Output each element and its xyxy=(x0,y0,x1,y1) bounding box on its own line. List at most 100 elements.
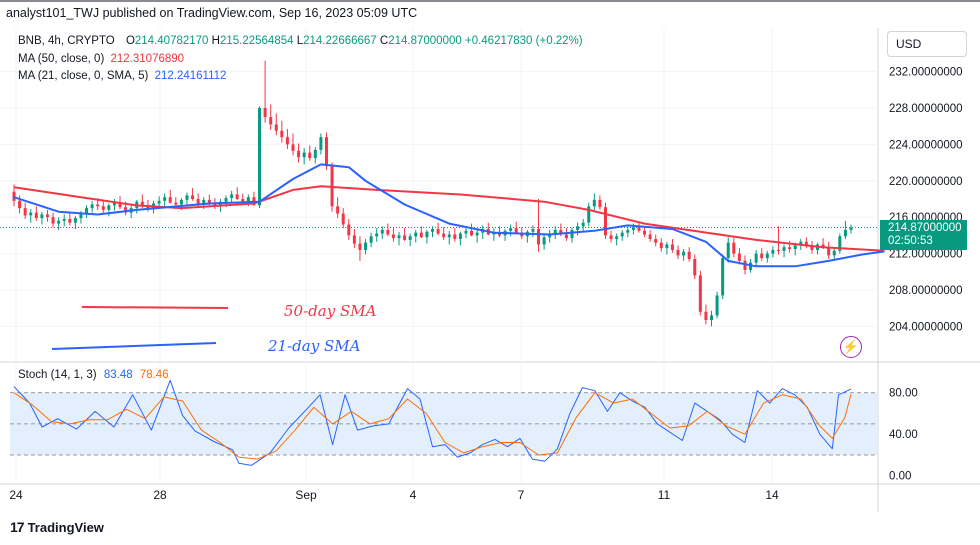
candle-body xyxy=(442,233,446,238)
candle xyxy=(670,239,674,253)
candle xyxy=(364,239,368,255)
candle-body xyxy=(291,144,295,151)
candle xyxy=(230,190,234,203)
candle-body xyxy=(62,219,66,221)
candle-body xyxy=(207,199,211,203)
candle-body xyxy=(375,233,379,237)
price-tick-label: 220.00000000 xyxy=(889,176,963,188)
candle-body xyxy=(475,232,479,236)
candle xyxy=(274,113,278,136)
candle-body xyxy=(676,249,680,256)
candle-body xyxy=(581,222,585,227)
candle xyxy=(391,228,395,242)
ma21-legend: MA (21, close, 0, SMA, 5) 212.24161112 xyxy=(18,70,226,82)
last-price-value: 214.87000000 xyxy=(888,222,962,234)
candle-body xyxy=(352,235,356,244)
candle xyxy=(771,246,775,258)
candle xyxy=(470,223,474,237)
candle xyxy=(191,188,195,201)
candle xyxy=(68,213,72,226)
candle xyxy=(341,208,345,229)
candle xyxy=(553,226,557,240)
candle xyxy=(843,220,847,240)
close-label: C xyxy=(379,35,389,47)
candle-body xyxy=(386,229,390,235)
tradingview-logo[interactable]: 17 TradingView xyxy=(10,519,104,535)
ma21-value: 212.24161112 xyxy=(154,70,227,82)
open-value: 214.40782170 xyxy=(134,35,209,47)
candle xyxy=(509,224,513,237)
candle xyxy=(542,234,546,250)
candle-body xyxy=(425,231,429,238)
candle-body xyxy=(771,249,775,254)
candle xyxy=(436,222,440,236)
time-tick-label: 28 xyxy=(153,488,167,502)
candle xyxy=(23,202,27,220)
candle-body xyxy=(419,232,423,238)
candle-body xyxy=(749,262,753,270)
close-value: 214.87000000 xyxy=(388,35,462,47)
ma50-line xyxy=(13,185,885,252)
candle xyxy=(537,199,541,252)
candle-body xyxy=(732,242,736,254)
candle-body xyxy=(246,197,250,202)
candle xyxy=(386,223,390,237)
price-tick-label: 232.00000000 xyxy=(889,67,963,79)
candle xyxy=(732,236,736,258)
candle-body xyxy=(592,199,596,207)
candle-body xyxy=(832,250,836,256)
candle-body xyxy=(403,235,407,240)
candle-body xyxy=(324,137,328,167)
stoch-k-value: 83.48 xyxy=(103,369,133,381)
candle xyxy=(615,233,619,246)
candle-body xyxy=(191,195,195,199)
sma21-annotation: 21-day SMA xyxy=(268,337,361,355)
candle-body xyxy=(397,235,401,239)
candle-body xyxy=(341,213,345,225)
lightning-icon[interactable]: ⚡ xyxy=(840,336,862,358)
candle-body xyxy=(514,228,518,233)
candle-body xyxy=(179,199,183,205)
candle-body xyxy=(436,229,440,234)
candle-body xyxy=(776,249,780,251)
candle-body xyxy=(297,150,301,158)
candle xyxy=(765,250,769,263)
candle-body xyxy=(112,202,116,206)
candle xyxy=(475,229,479,243)
candle-body xyxy=(174,202,178,205)
candle-body xyxy=(553,229,557,234)
ma50-value: 212.31076890 xyxy=(110,53,185,65)
candle xyxy=(269,104,273,130)
stoch-tick-label: 80.00 xyxy=(889,388,918,400)
candle xyxy=(776,226,780,255)
candle-body xyxy=(18,200,22,209)
price-pane xyxy=(0,28,878,362)
candle xyxy=(57,217,61,230)
currency-button[interactable]: USD xyxy=(887,31,967,57)
candle xyxy=(827,241,831,260)
candle xyxy=(659,238,663,252)
candle-body xyxy=(414,232,418,237)
candle-body xyxy=(509,228,513,231)
candle-body xyxy=(118,202,122,208)
candle-body xyxy=(458,233,462,240)
price-tick-label: 208.00000000 xyxy=(889,285,963,297)
candle-body xyxy=(564,234,568,239)
candle-body xyxy=(743,260,747,270)
candle xyxy=(112,199,116,211)
candle-body xyxy=(269,117,273,125)
candle-body xyxy=(838,236,842,251)
candle xyxy=(408,233,412,247)
candle xyxy=(375,228,379,242)
change-value: +0.46217830 (+0.22%) xyxy=(464,35,583,47)
price-tick-label: 228.00000000 xyxy=(889,103,963,115)
candle-body xyxy=(124,207,128,213)
candle-body xyxy=(79,213,83,219)
candle-body xyxy=(213,202,217,207)
candle-body xyxy=(693,259,697,276)
candle-body xyxy=(23,208,27,216)
candle-body xyxy=(682,251,686,256)
candle-body xyxy=(576,226,580,230)
candle-body xyxy=(793,245,797,250)
